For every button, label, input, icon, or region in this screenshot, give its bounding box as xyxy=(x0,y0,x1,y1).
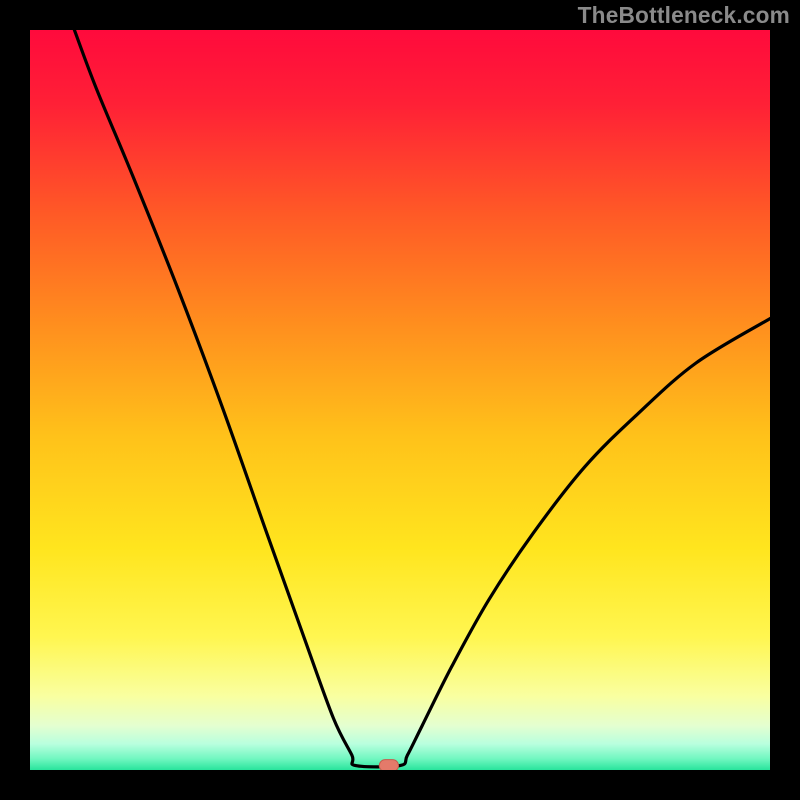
gradient-background xyxy=(30,30,770,770)
bottleneck-plot xyxy=(30,30,770,770)
watermark-text: TheBottleneck.com xyxy=(578,2,790,29)
optimal-point-marker xyxy=(379,760,398,770)
chart-frame: TheBottleneck.com xyxy=(0,0,800,800)
